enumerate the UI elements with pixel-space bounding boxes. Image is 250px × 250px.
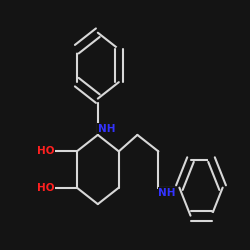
Text: NH: NH xyxy=(98,124,115,134)
Text: HO: HO xyxy=(37,146,54,156)
Text: NH: NH xyxy=(158,188,176,198)
Text: HO: HO xyxy=(37,183,54,193)
